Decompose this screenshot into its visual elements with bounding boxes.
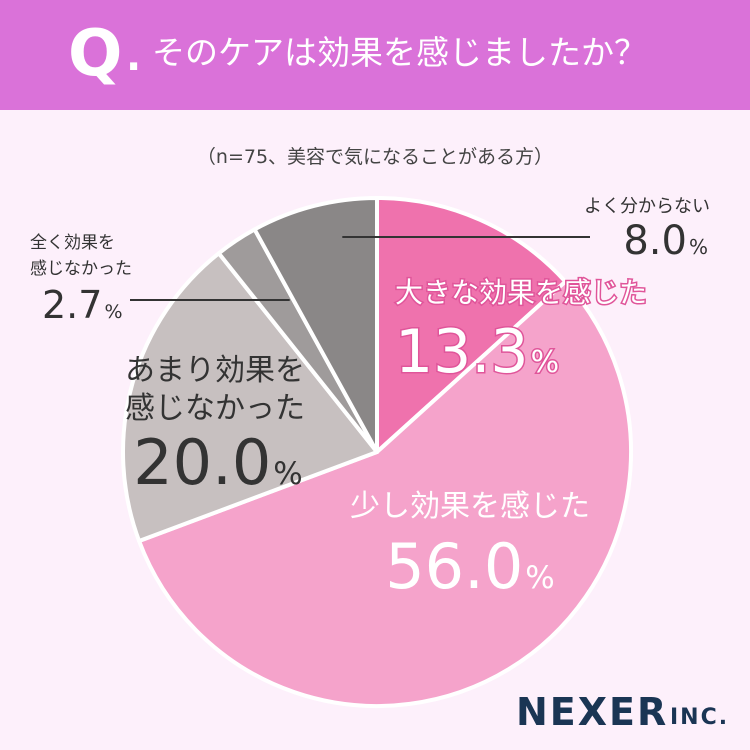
slice-value-some: 56.0% (385, 530, 555, 603)
slice-value-not-much: 20.0% (133, 426, 303, 499)
pie-slice-4 (252, 196, 379, 454)
question-text: そのケアは効果を感じましたか？ (152, 33, 647, 72)
pie-slice-0 (375, 196, 568, 454)
slice-label-not-much-line1: あまり効果を (125, 353, 305, 388)
brand-logo: NEXER (516, 690, 669, 734)
slice-label-strong: 大きな効果を感じた (395, 276, 647, 309)
slice-label-some: 少し効果を感じた (350, 489, 590, 524)
slice-label-none-line1: 全く効果を (30, 233, 115, 253)
pie-slice-2 (121, 251, 379, 544)
q-letter: Q (68, 17, 123, 91)
slice-label-none-line2: 感じなかった (30, 259, 132, 279)
q-dot: . (126, 34, 142, 80)
question-banner: Q . そのケアは効果を感じましたか？ (0, 0, 750, 110)
slice-label-not-much-line2: 感じなかった (125, 391, 305, 426)
slice-value-unknown: 8.0% (623, 218, 708, 264)
slice-value-none: 2.7% (42, 283, 123, 327)
brand-suffix: INC. (670, 705, 730, 730)
slice-value-strong: 13.3% (395, 317, 559, 387)
slice-label-unknown: よく分からない (584, 196, 710, 217)
sample-note: （n=75、美容で気になることがある方） (196, 146, 554, 168)
pie-slice-1 (137, 279, 633, 708)
